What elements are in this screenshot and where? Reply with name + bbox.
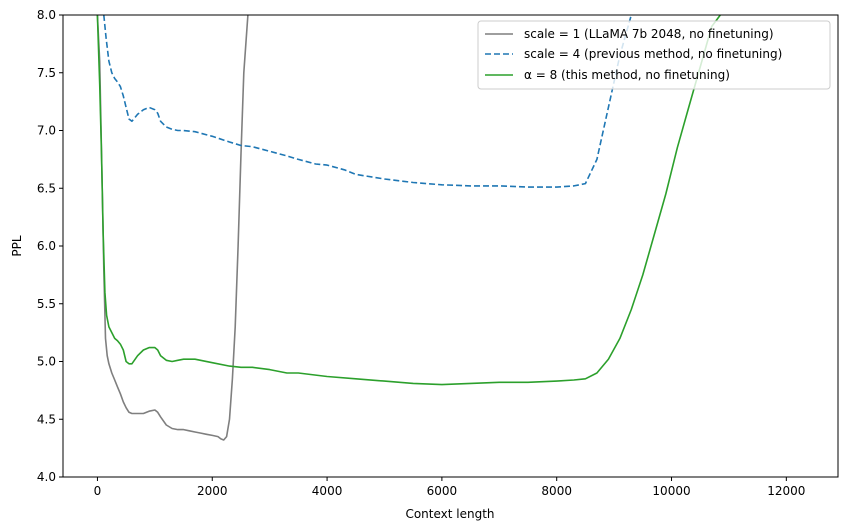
legend-box — [477, 20, 831, 90]
y-tick-label: 6.0 — [37, 239, 56, 253]
y-tick-label: 4.0 — [37, 470, 56, 484]
y-tick-label: 5.5 — [37, 297, 56, 311]
x-tick-label: 0 — [94, 484, 102, 498]
y-tick-label: 4.5 — [37, 412, 56, 426]
x-tick-label: 8000 — [541, 484, 572, 498]
legend: scale = 1 (LLaMA 7b 2048, no finetuning)… — [477, 20, 831, 90]
series-layer — [96, 15, 721, 441]
x-tick-label: 2000 — [197, 484, 228, 498]
y-tick-label: 8.0 — [37, 8, 56, 22]
legend-label-alpha-8: α = 8 (this method, no finetuning) — [524, 68, 730, 82]
series-line-alpha-8 — [96, 15, 721, 386]
y-tick-label: 5.0 — [37, 355, 56, 369]
series-line-scale-1 — [96, 15, 249, 441]
x-axis-label: Context length — [405, 507, 494, 521]
x-tick-label: 4000 — [312, 484, 343, 498]
x-tick-label: 6000 — [427, 484, 458, 498]
x-axis: 0 2000 4000 6000 8000 10000 12000 — [94, 477, 805, 498]
y-axis-label: PPL — [10, 235, 24, 256]
x-tick-label: 10000 — [652, 484, 690, 498]
y-axis: 4.0 4.5 5.0 5.5 6.0 6.5 7.0 7.5 8.0 — [37, 8, 63, 484]
y-tick-label: 7.5 — [37, 66, 56, 80]
y-tick-label: 6.5 — [37, 181, 56, 195]
y-tick-label: 7.0 — [37, 124, 56, 138]
legend-label-scale-4: scale = 4 (previous method, no finetunin… — [524, 47, 782, 61]
x-tick-label: 12000 — [767, 484, 805, 498]
legend-label-scale-1: scale = 1 (LLaMA 7b 2048, no finetuning) — [524, 27, 774, 41]
series-line-scale-4 — [103, 15, 633, 188]
